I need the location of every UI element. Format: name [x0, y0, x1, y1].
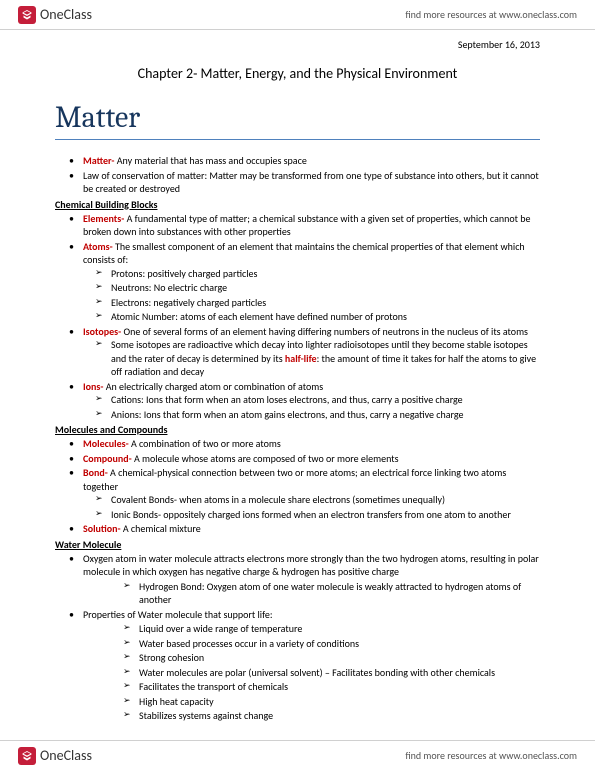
logo-icon — [18, 6, 36, 24]
list-item: Facilitates the transport of chemicals — [139, 680, 540, 694]
main-heading: Matter — [55, 100, 540, 140]
footer-link[interactable]: find more resources at www.oneclass.com — [405, 749, 577, 762]
list-item: Strong cohesion — [139, 651, 540, 665]
def-text: The smallest component of an element tha… — [83, 240, 525, 267]
list-item: Isotopes- One of several forms of an ele… — [83, 325, 540, 379]
term-isotopes: Isotopes- — [83, 325, 121, 338]
term-elements: Elements- — [83, 212, 124, 225]
ions-sublist: Cations: Ions that form when an atom los… — [83, 393, 540, 421]
footer-bar: OneClass find more resources at www.onec… — [0, 740, 595, 770]
term-atoms: Atoms- — [83, 240, 113, 253]
molecules-list: Molecules- A combination of two or more … — [55, 437, 540, 536]
intro-list: Matter- Any material that has mass and o… — [55, 154, 540, 196]
list-item: Covalent Bonds- when atoms in a molecule… — [111, 493, 540, 507]
term-half-life: half-life — [285, 352, 317, 365]
list-item: Ions- An electrically charged atom or co… — [83, 380, 540, 422]
logo-icon — [18, 747, 36, 765]
list-item: Anions: Ions that form when an atom gain… — [111, 408, 540, 422]
def-text: A chemical-physical connection between t… — [83, 466, 506, 493]
list-item: High heat capacity — [139, 695, 540, 709]
section-heading: Water Molecule — [55, 538, 540, 551]
term-compound: Compound- — [83, 452, 132, 465]
term-molecules: Molecules- — [83, 437, 129, 450]
isotopes-sublist: Some isotopes are radioactive which deca… — [83, 338, 540, 379]
def-text: One of several forms of an element havin… — [121, 325, 528, 338]
list-item: Protons: positively charged particles — [111, 267, 540, 281]
list-item: Neutrons: No electric charge — [111, 281, 540, 295]
list-item: Ionic Bonds- oppositely charged ions for… — [111, 508, 540, 522]
hbond-sublist: Hydrogen Bond: Oxygen atom of one water … — [55, 580, 540, 607]
list-item: Properties of Water molecule that suppor… — [83, 608, 540, 622]
document-page: September 16, 2013 Chapter 2- Matter, En… — [0, 30, 595, 740]
header-link[interactable]: find more resources at www.oneclass.com — [405, 8, 577, 21]
list-item: Matter- Any material that has mass and o… — [83, 154, 540, 168]
atoms-sublist: Protons: positively charged particles Ne… — [83, 267, 540, 324]
list-item: Atomic Number: atoms of each element hav… — [111, 310, 540, 324]
list-item: Law of conservation of matter: Matter ma… — [83, 169, 540, 196]
def-text: A molecule whose atoms are composed of t… — [132, 452, 399, 465]
list-item: Compound- A molecule whose atoms are com… — [83, 452, 540, 466]
list-item: Hydrogen Bond: Oxygen atom of one water … — [139, 580, 540, 607]
section-heading: Chemical Building Blocks — [55, 198, 540, 211]
list-item: Atoms- The smallest component of an elem… — [83, 240, 540, 324]
term-solution: Solution- — [83, 522, 121, 535]
list-item: Molecules- A combination of two or more … — [83, 437, 540, 451]
list-item: Solution- A chemical mixture — [83, 522, 540, 536]
list-item: Some isotopes are radioactive which deca… — [111, 338, 540, 379]
list-item: Elements- A fundamental type of matter; … — [83, 212, 540, 239]
def-text: Any material that has mass and occupies … — [114, 154, 306, 167]
list-item: Electrons: negatively charged particles — [111, 296, 540, 310]
date-text: September 16, 2013 — [55, 38, 540, 51]
def-text: A fundamental type of matter; a chemical… — [83, 212, 530, 239]
logo-text: OneClass — [40, 6, 92, 23]
term-matter: Matter- — [83, 154, 114, 167]
logo: OneClass — [18, 6, 92, 24]
chapter-title: Chapter 2- Matter, Energy, and the Physi… — [55, 65, 540, 82]
list-item: Water molecules are polar (universal sol… — [139, 666, 540, 680]
list-item: Cations: Ions that form when an atom los… — [111, 393, 540, 407]
water-props-list: Properties of Water molecule that suppor… — [55, 608, 540, 622]
bond-sublist: Covalent Bonds- when atoms in a molecule… — [83, 493, 540, 521]
list-item: Liquid over a wide range of temperature — [139, 622, 540, 636]
building-blocks-list: Elements- A fundamental type of matter; … — [55, 212, 540, 422]
props-sublist: Liquid over a wide range of temperature … — [55, 622, 540, 723]
list-item: Bond- A chemical-physical connection bet… — [83, 466, 540, 521]
logo-text: OneClass — [40, 747, 92, 764]
def-text: A chemical mixture — [121, 522, 201, 535]
list-item: Oxygen atom in water molecule attracts e… — [83, 552, 540, 579]
def-text: A combination of two or more atoms — [129, 437, 281, 450]
list-item: Water based processes occur in a variety… — [139, 637, 540, 651]
def-text: An electrically charged atom or combinat… — [103, 380, 323, 393]
section-heading: Molecules and Compounds — [55, 423, 540, 436]
list-item: Stabilizes systems against change — [139, 709, 540, 723]
term-ions: Ions- — [83, 380, 103, 393]
term-bond: Bond- — [83, 466, 108, 479]
logo: OneClass — [18, 747, 92, 765]
header-bar: OneClass find more resources at www.onec… — [0, 0, 595, 30]
water-list: Oxygen atom in water molecule attracts e… — [55, 552, 540, 579]
